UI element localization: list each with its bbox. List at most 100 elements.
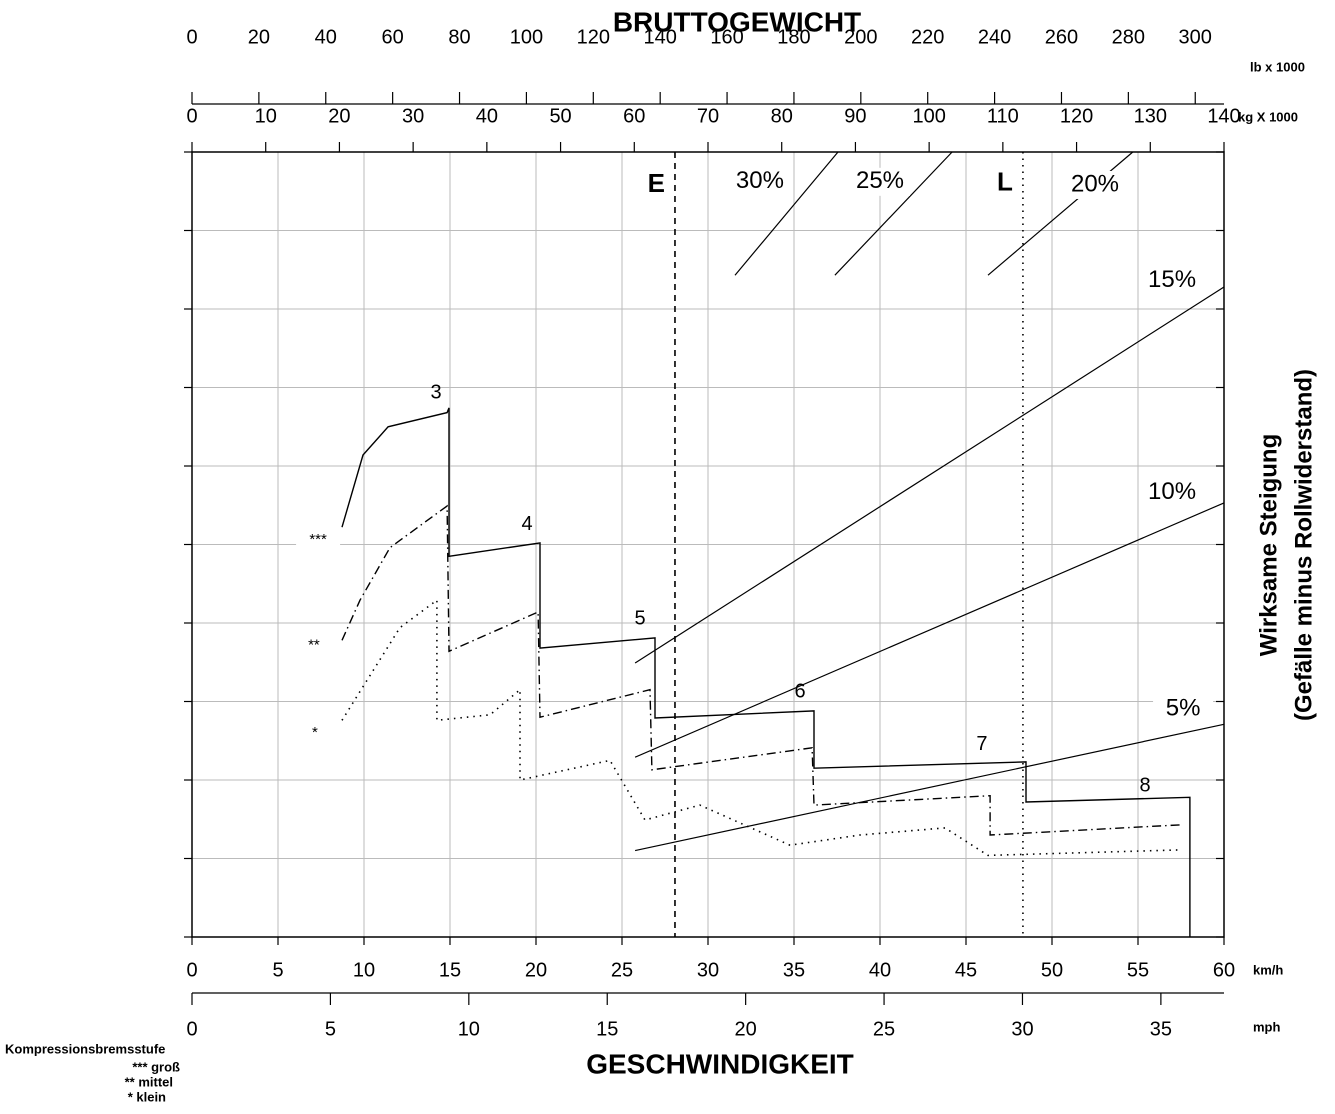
lb-tick-label: 180 <box>777 26 810 48</box>
grade-label-bg <box>1065 170 1125 199</box>
kg-tick-label: 50 <box>549 105 571 127</box>
series-label: *** <box>309 531 327 548</box>
gear-label: 8 <box>1139 775 1150 797</box>
grade-label: 30% <box>736 167 784 194</box>
grade-label-bg <box>1153 695 1214 724</box>
kmh-unit: km/h <box>1253 962 1283 977</box>
lb-tick-label: 120 <box>577 26 610 48</box>
kg-tick-label: 80 <box>771 105 793 127</box>
lb-tick-label: 160 <box>710 26 743 48</box>
lb-tick-label: 140 <box>643 26 676 48</box>
kg-tick-label: 20 <box>328 105 350 127</box>
grade-label-bg <box>729 167 790 196</box>
x-tick-label: 30 <box>697 959 719 981</box>
lb-tick-label: 300 <box>1179 26 1212 48</box>
grade-label-bg <box>850 167 910 196</box>
mph-tick-label: 35 <box>1150 1018 1172 1040</box>
reference-label: E <box>648 168 665 198</box>
grade-label: 20% <box>1071 170 1119 197</box>
legend-item: * klein <box>128 1089 166 1104</box>
mph-tick-label: 20 <box>735 1018 757 1040</box>
lb-tick-label: 100 <box>510 26 543 48</box>
kg-tick-label: 0 <box>186 105 197 127</box>
lb-tick-label: 40 <box>315 26 337 48</box>
gear-label: 7 <box>976 733 987 755</box>
lb-tick-label: 0 <box>186 26 197 48</box>
grade-line <box>634 286 1225 664</box>
grade-label: 5% <box>1166 695 1201 722</box>
x-tick-label: 50 <box>1041 959 1063 981</box>
grade-label: 10% <box>1148 478 1196 505</box>
gear-label: 5 <box>634 607 645 629</box>
x-tick-label: 55 <box>1127 959 1149 981</box>
kg-tick-label: 140 <box>1207 105 1240 127</box>
gear-label: 6 <box>794 680 805 702</box>
x-tick-label: 15 <box>439 959 461 981</box>
x-tick-label: 45 <box>955 959 977 981</box>
grade-line <box>734 151 839 276</box>
lb-tick-label: 60 <box>382 26 404 48</box>
kg-tick-label: 40 <box>476 105 498 127</box>
lb-tick-label: 20 <box>248 26 270 48</box>
gear-label: 3 <box>431 381 442 403</box>
x-tick-label: 40 <box>869 959 891 981</box>
x-tick-label: 20 <box>525 959 547 981</box>
y-axis-title-line: (Gefälle minus Rollwiderstand) <box>1290 369 1317 721</box>
x-axis-title: GESCHWINDIGKEIT <box>586 1048 854 1079</box>
grade-label: 25% <box>856 167 904 194</box>
grade-label: 15% <box>1148 266 1196 293</box>
mph-tick-label: 5 <box>325 1018 336 1040</box>
legend-title: Kompressionsbremsstufe <box>5 1041 165 1056</box>
brake-curve <box>341 504 1184 836</box>
kg-tick-label: 120 <box>1060 105 1093 127</box>
lb-tick-label: 240 <box>978 26 1011 48</box>
grade-line <box>834 151 953 276</box>
kg-tick-label: 90 <box>844 105 866 127</box>
mph-unit: mph <box>1253 1019 1281 1034</box>
lb-tick-label: 280 <box>1112 26 1145 48</box>
kg-tick-label: 100 <box>912 105 945 127</box>
chart-title: BRUTTOGEWICHT <box>613 6 861 37</box>
grade-line <box>634 723 1225 852</box>
x-tick-label: 5 <box>272 959 283 981</box>
gear-label: 4 <box>521 513 532 535</box>
lb-tick-label: 220 <box>911 26 944 48</box>
mph-tick-label: 25 <box>873 1018 895 1040</box>
kg-unit: kg X 1000 <box>1238 109 1298 124</box>
kg-tick-label: 130 <box>1134 105 1167 127</box>
grade-label-bg <box>1142 266 1203 295</box>
kg-tick-label: 70 <box>697 105 719 127</box>
x-tick-label: 10 <box>353 959 375 981</box>
y-axis-title-line: Wirksame Steigung <box>1255 434 1282 657</box>
y-axis-title: Wirksame Steigung (Gefälle minus Rollwid… <box>1255 369 1317 721</box>
brake-curve <box>341 407 1191 937</box>
grade-label-bg <box>1142 478 1203 507</box>
series-label: ** <box>308 637 320 654</box>
series-label-bg <box>292 722 337 743</box>
mph-tick-label: 30 <box>1011 1018 1033 1040</box>
series-label: * <box>312 724 318 741</box>
mph-tick-label: 15 <box>596 1018 618 1040</box>
reference-label: L <box>997 166 1013 196</box>
x-tick-label: 25 <box>611 959 633 981</box>
lb-tick-label: 200 <box>844 26 877 48</box>
legend-item: ** mittel <box>125 1074 173 1089</box>
series-label-bg <box>296 529 341 550</box>
x-tick-label: 0 <box>186 959 197 981</box>
kg-tick-label: 10 <box>255 105 277 127</box>
lb-tick-label: 260 <box>1045 26 1078 48</box>
kg-tick-label: 30 <box>402 105 424 127</box>
lb-tick-label: 80 <box>448 26 470 48</box>
x-tick-label: 60 <box>1213 959 1235 981</box>
x-tick-label: 35 <box>783 959 805 981</box>
kg-tick-label: 60 <box>623 105 645 127</box>
kg-tick-label: 110 <box>987 105 1019 127</box>
legend-item: *** groß <box>132 1059 180 1074</box>
brake-curve <box>341 598 1181 857</box>
series-label-bg <box>291 635 336 656</box>
mph-tick-label: 0 <box>186 1018 197 1040</box>
lb-unit: lb x 1000 <box>1250 59 1305 74</box>
grade-line <box>634 502 1225 758</box>
mph-tick-label: 10 <box>458 1018 480 1040</box>
